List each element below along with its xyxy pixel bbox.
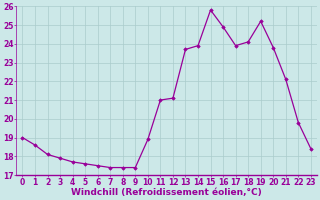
X-axis label: Windchill (Refroidissement éolien,°C): Windchill (Refroidissement éolien,°C) — [71, 188, 262, 197]
